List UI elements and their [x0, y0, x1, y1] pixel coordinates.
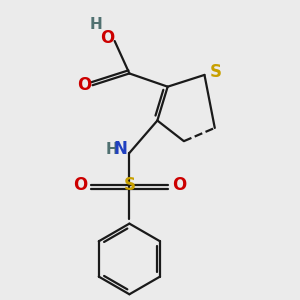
- Text: O: O: [73, 176, 87, 194]
- Text: O: O: [76, 76, 91, 94]
- Text: N: N: [113, 140, 127, 158]
- Text: O: O: [172, 176, 186, 194]
- Text: H: H: [89, 17, 102, 32]
- Text: H: H: [106, 142, 119, 158]
- Text: S: S: [210, 63, 222, 81]
- Text: O: O: [100, 28, 114, 46]
- Text: S: S: [123, 176, 135, 194]
